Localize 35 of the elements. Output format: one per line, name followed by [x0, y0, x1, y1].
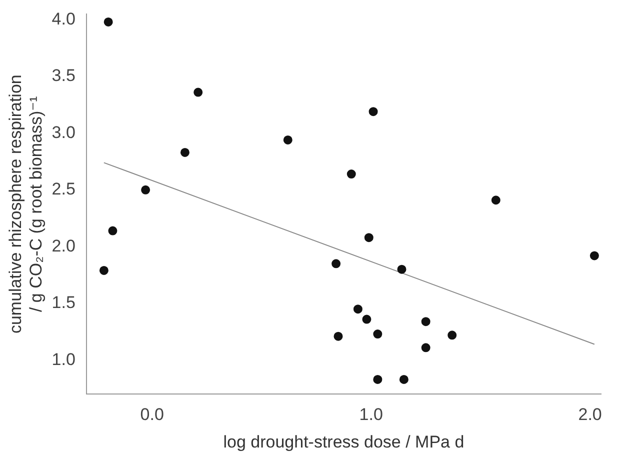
point [491, 196, 500, 205]
point [346, 170, 356, 179]
point [334, 332, 343, 341]
x-axis-title: log drought-stress dose / MPa d [223, 432, 464, 452]
point [590, 251, 599, 260]
y-tick-label: 2.0 [52, 236, 76, 256]
point [421, 317, 430, 326]
point [180, 148, 190, 157]
point [373, 374, 382, 384]
point [368, 107, 378, 116]
y-tick-label: 2.5 [52, 180, 76, 199]
point [283, 135, 292, 144]
point [332, 259, 341, 268]
point [448, 330, 457, 340]
point [362, 314, 372, 324]
point [108, 226, 118, 236]
x-tick-label: 2.0 [578, 405, 602, 424]
point [104, 17, 113, 26]
y-tick-label: 1.0 [52, 350, 76, 369]
point [421, 343, 430, 352]
point [99, 266, 108, 275]
y-axis-title: cumulative rhizosphere respiration / g CO₂-C (g root biomass)⁻¹ [6, 74, 46, 334]
x-tick-label: 0.0 [140, 405, 164, 424]
point [141, 185, 150, 194]
point [194, 88, 203, 97]
x-tick-label: 1.0 [359, 405, 383, 424]
y-tick-label: 1.5 [52, 293, 76, 312]
point [373, 330, 382, 339]
point [399, 374, 408, 384]
point [364, 233, 374, 242]
y-tick-label: 4.0 [52, 9, 76, 28]
point [353, 304, 362, 314]
y-tick-label: 3.5 [52, 66, 76, 86]
y-tick-label: 3.0 [52, 122, 76, 142]
point [397, 264, 406, 274]
